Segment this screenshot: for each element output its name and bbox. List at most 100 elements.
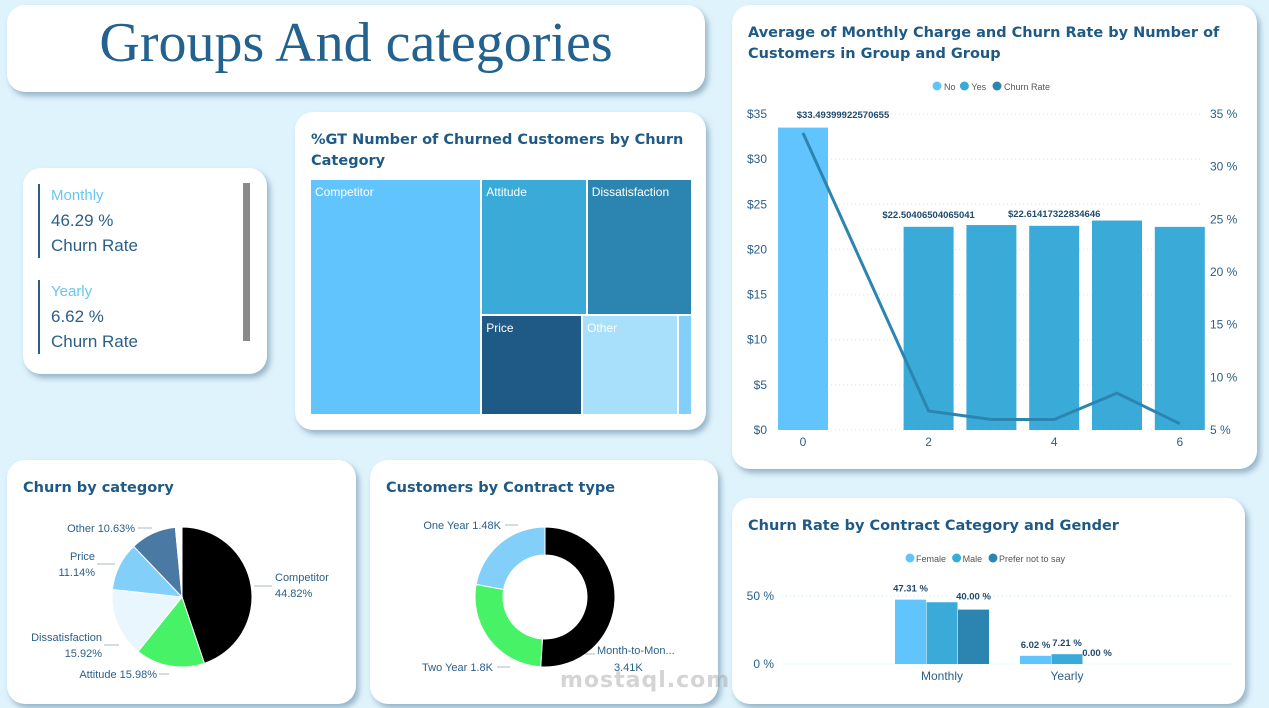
y-tick-label: 50 % — [747, 589, 775, 603]
donut-chart-card: Customers by Contract type Month-to-Mon.… — [370, 460, 718, 704]
treemap-tile[interactable] — [678, 315, 692, 415]
chart-title: Average of Monthly Charge and Churn Rate… — [748, 25, 1220, 62]
donut-slice — [475, 526, 546, 591]
title-card: Groups And categories — [7, 5, 705, 92]
treemap-label: Competitor — [315, 185, 374, 199]
bar — [1029, 225, 1080, 430]
legend-label: Female — [916, 554, 946, 564]
treemap-tile[interactable]: Other — [582, 315, 679, 415]
legend-marker — [952, 553, 962, 563]
kpi-caption: Churn Rate — [51, 332, 138, 351]
chart-title: Churn by category — [23, 480, 174, 496]
pie-slice — [111, 588, 183, 653]
data-label: $22.50406504065041 — [882, 210, 975, 221]
bar — [1020, 655, 1051, 664]
donut-slice — [540, 526, 616, 668]
pie-data-label: Dissatisfaction — [31, 632, 102, 644]
kpi-card: Monthly 46.29 % Churn Rate Yearly 6.62 %… — [23, 168, 267, 374]
bar — [1092, 220, 1142, 430]
treemap-tile[interactable]: Attitude — [481, 179, 587, 316]
chart-title: Churn Rate by Contract Category and Gend… — [748, 518, 1119, 534]
combo-chart: No Yes Churn Rate $0 $5 $10 $15 $20 $25 $30 $35 5 %… — [747, 81, 1238, 449]
bar — [966, 225, 1017, 430]
legend-marker — [905, 553, 915, 563]
legend-marker — [959, 81, 969, 91]
treemap-label: Attitude — [486, 185, 527, 199]
donut-data-label: Two Year 1.8K — [422, 662, 494, 674]
x-tick-label: Monthly — [921, 669, 963, 683]
data-label: 7.21 % — [1052, 638, 1082, 649]
data-label: $33.49399922570655 — [797, 110, 890, 121]
legend-label: No — [944, 82, 956, 92]
legend-label: Churn Rate — [1004, 82, 1050, 92]
bar — [926, 602, 958, 664]
kpi-value: 6.62 % — [51, 307, 104, 326]
kpi-monthly: Monthly 46.29 % Churn Rate — [38, 184, 138, 258]
pie-slice — [137, 595, 206, 668]
treemap-label: Dissatisfaction — [591, 185, 670, 199]
y-left-tick-label: $25 — [747, 197, 767, 211]
pie-chart: Competitor 44.82% Attitude 15.98% Dissatisf… — [31, 523, 329, 681]
pie-data-label: Attitude 15.98% — [79, 669, 157, 681]
kpi-label: Monthly — [51, 187, 104, 204]
bar — [958, 609, 989, 664]
pie-data-label: 11.14% — [59, 567, 96, 579]
bar — [895, 599, 926, 664]
treemap-tile[interactable]: Dissatisfaction — [586, 179, 692, 316]
treemap-card: %GT Number of Churned Customers by Churn… — [295, 112, 706, 430]
chart-title: %GT Number of Churned Customers by Churn… — [311, 132, 684, 169]
y-left-tick-label: $0 — [754, 423, 768, 437]
pie-data-label: 44.82% — [275, 588, 313, 600]
x-tick-label: 6 — [1176, 435, 1183, 449]
y-right-tick-label: 35 % — [1210, 107, 1238, 121]
y-tick-label: 0 % — [753, 657, 774, 671]
treemap-tile[interactable]: Competitor — [310, 179, 482, 415]
x-tick-label: 0 — [800, 435, 807, 449]
legend-label: Male — [963, 554, 983, 564]
watermark: mostaql.com — [560, 668, 731, 693]
x-tick-label: 4 — [1051, 435, 1058, 449]
kpi-label: Yearly — [51, 283, 93, 300]
legend-marker — [988, 553, 998, 563]
page-title: Groups And categories — [99, 12, 613, 74]
data-label: $22.61417322834646 — [1008, 209, 1100, 220]
pie-data-label: Price — [70, 551, 95, 563]
pie-slice — [181, 526, 253, 664]
legend-label: Prefer not to say — [999, 554, 1066, 564]
treemap-label: Other — [587, 321, 618, 336]
donut-chart: Month-to-Mon... 3.41K Two Year 1.8K One Yea… — [422, 520, 675, 674]
y-right-tick-label: 15 % — [1210, 318, 1238, 332]
kpi-value: 46.29 % — [51, 211, 114, 230]
y-right-tick-label: 5 % — [1210, 423, 1231, 437]
data-label: 40.00 % — [956, 592, 991, 603]
treemap-tile[interactable]: Price — [481, 315, 583, 415]
donut-data-label: One Year 1.48K — [423, 520, 501, 532]
y-left-tick-label: $20 — [747, 242, 767, 256]
donut-data-label: 3.41K — [614, 662, 643, 674]
combo-chart-card: Average of Monthly Charge and Churn Rate… — [732, 5, 1257, 469]
clustered-bar-card: Churn Rate by Contract Category and Gend… — [732, 498, 1245, 704]
bar — [903, 226, 954, 430]
scrollbar[interactable] — [243, 183, 250, 341]
kpi-yearly: Yearly 6.62 % Churn Rate — [38, 280, 138, 354]
data-label: 6.02 % — [1021, 640, 1051, 651]
pie-data-label: Competitor — [275, 572, 329, 584]
y-right-tick-label: 10 % — [1210, 370, 1238, 384]
churn-rate-line — [801, 132, 1181, 426]
bar — [778, 127, 828, 430]
y-left-tick-label: $5 — [754, 378, 768, 392]
pie-data-label: Other 10.63% — [67, 523, 135, 535]
data-label: 0.00 % — [1082, 648, 1112, 659]
legend-marker — [992, 81, 1002, 91]
y-left-tick-label: $30 — [747, 152, 767, 166]
pie-chart-card: Churn by category Competitor 44.82% Attitu… — [7, 460, 356, 704]
treemap-label: Price — [486, 321, 514, 336]
bar — [1154, 226, 1205, 430]
pie-data-label: 15.92% — [65, 648, 103, 660]
legend-marker — [932, 81, 942, 91]
y-left-tick-label: $15 — [747, 288, 767, 302]
y-left-tick-label: $35 — [747, 107, 767, 121]
clustered-bar-chart: Female Male Prefer not to say 0 % 50 % 47.31 … — [747, 553, 1232, 683]
bar — [1051, 654, 1083, 664]
x-tick-label: 2 — [925, 435, 932, 449]
